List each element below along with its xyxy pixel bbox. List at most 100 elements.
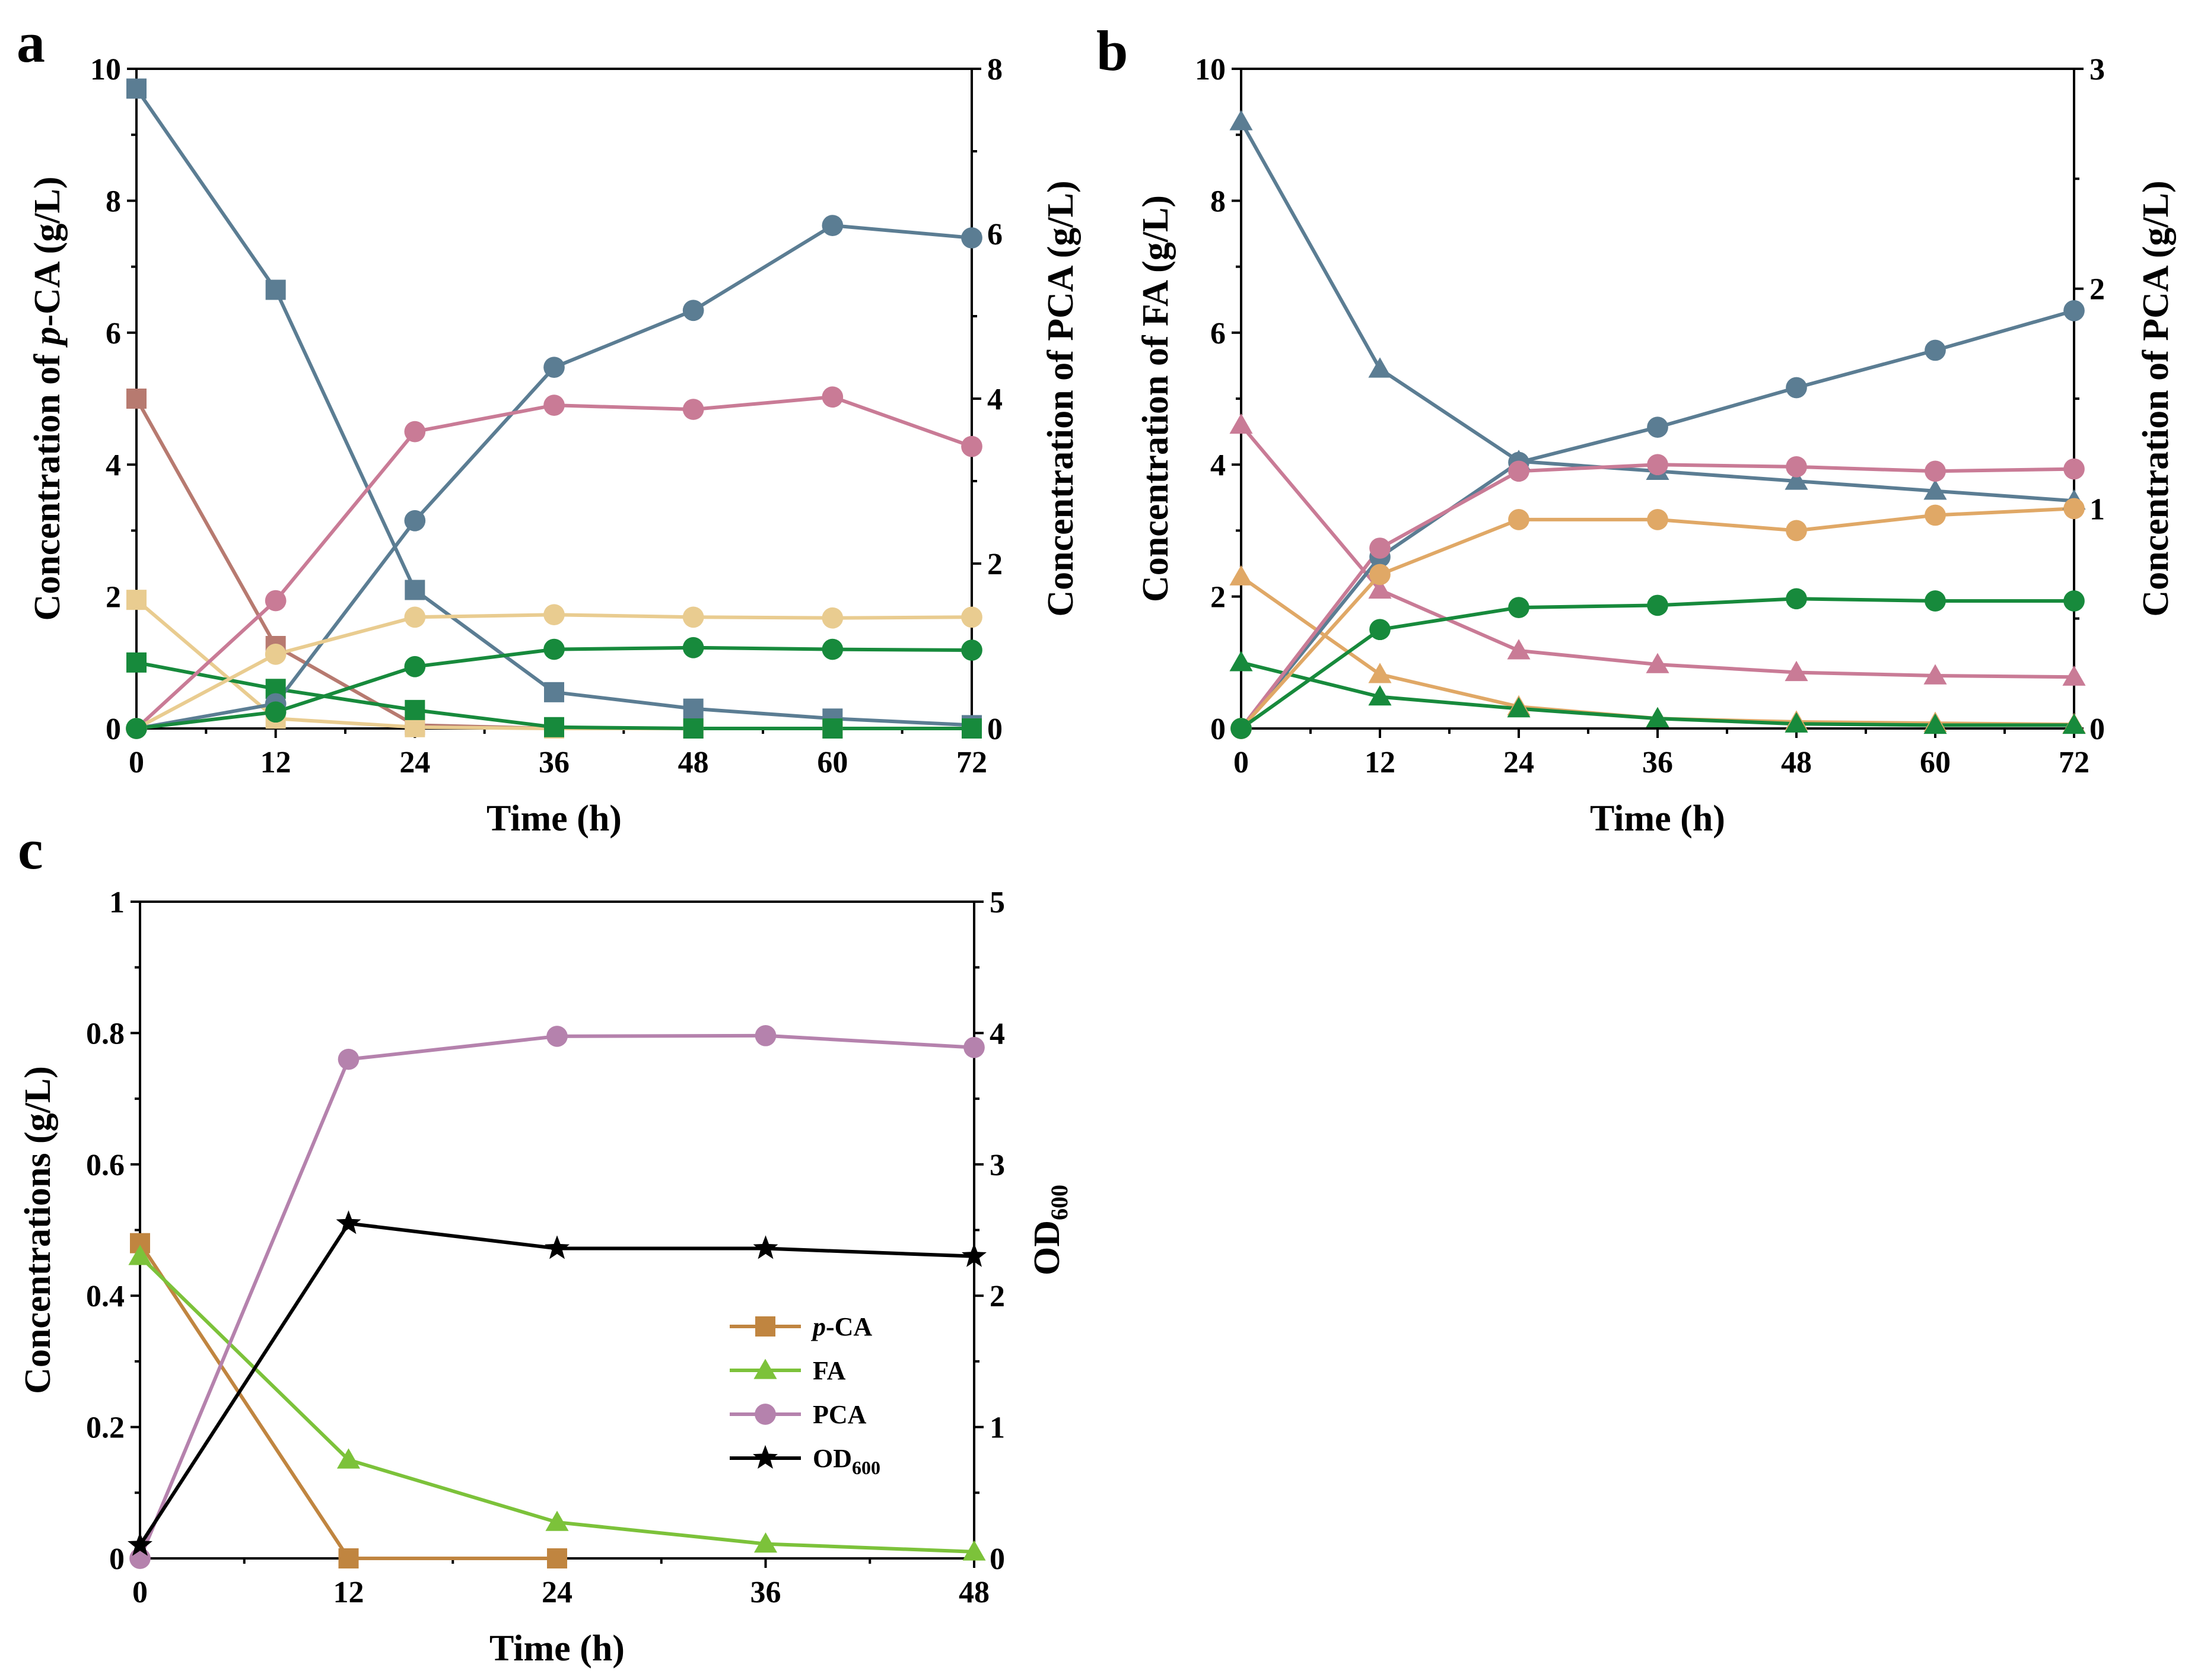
data-point bbox=[1647, 594, 1668, 616]
y-right-tick-label: 5 bbox=[990, 886, 1005, 919]
data-point bbox=[1785, 712, 1808, 733]
data-point bbox=[1368, 685, 1392, 706]
data-point bbox=[1646, 653, 1669, 673]
data-point bbox=[543, 604, 565, 626]
y-left-axis-title: Concentration of FA (g/L) bbox=[1136, 195, 1176, 602]
data-point bbox=[1229, 651, 1253, 672]
data-point bbox=[265, 701, 287, 723]
data-point bbox=[962, 1243, 987, 1267]
x-tick-label: 12 bbox=[260, 746, 291, 779]
y-right-axis-title-part: OD bbox=[1027, 1220, 1067, 1275]
legend-label-part: 600 bbox=[852, 1457, 880, 1478]
y-left-axis-title-part: -CA (g/L) bbox=[27, 176, 68, 326]
series-line bbox=[135, 397, 972, 730]
legend-marker bbox=[755, 1316, 775, 1337]
y-right-tick-label: 2 bbox=[987, 548, 1003, 581]
y-left-tick-label: 0.2 bbox=[86, 1411, 125, 1445]
data-point bbox=[1923, 664, 1947, 685]
data-point bbox=[405, 699, 425, 720]
data-point bbox=[682, 300, 704, 322]
y-right-tick-label: 6 bbox=[987, 218, 1003, 252]
data-point bbox=[544, 682, 564, 702]
y-left-tick-label: 0 bbox=[1210, 712, 1226, 746]
x-tick-label: 48 bbox=[959, 1576, 990, 1609]
data-point bbox=[822, 386, 844, 408]
data-point bbox=[2063, 590, 2085, 612]
x-tick-label: 36 bbox=[750, 1576, 781, 1609]
y-left-tick-label: 0.8 bbox=[86, 1017, 125, 1051]
x-tick-label: 24 bbox=[399, 746, 430, 779]
series-line bbox=[138, 1242, 557, 1560]
y-left-tick-label: 2 bbox=[106, 581, 121, 615]
data-point bbox=[126, 652, 147, 673]
y-left-axis-title: Concentration of p-CA (g/L) bbox=[27, 176, 68, 621]
data-point bbox=[547, 1548, 567, 1568]
data-point bbox=[1646, 707, 1669, 727]
data-point bbox=[1230, 718, 1252, 739]
x-tick-label: 12 bbox=[1365, 746, 1395, 779]
panel-letter: b bbox=[1096, 19, 1128, 82]
x-tick-label: 12 bbox=[333, 1576, 364, 1609]
data-point bbox=[961, 435, 982, 457]
data-point bbox=[1925, 590, 1946, 612]
x-tick-label: 60 bbox=[1920, 746, 1951, 779]
data-point bbox=[126, 590, 147, 610]
data-point bbox=[265, 279, 286, 300]
x-tick-label: 36 bbox=[1642, 746, 1673, 779]
x-axis-title: Time (h) bbox=[486, 798, 622, 839]
data-point bbox=[1647, 454, 1668, 476]
data-point bbox=[822, 638, 844, 660]
y-left-tick-label: 1 bbox=[109, 886, 125, 919]
data-point bbox=[1507, 639, 1531, 660]
data-point bbox=[1923, 479, 1947, 500]
x-tick-label: 24 bbox=[542, 1576, 573, 1609]
data-point bbox=[546, 1026, 568, 1047]
y-right-tick-label: 2 bbox=[2089, 273, 2105, 307]
legend-marker bbox=[753, 1358, 777, 1379]
data-point bbox=[1786, 588, 1807, 610]
y-left-tick-label: 0 bbox=[106, 712, 121, 746]
data-point bbox=[126, 389, 147, 409]
data-point bbox=[126, 718, 147, 739]
series-line bbox=[138, 1221, 975, 1547]
data-point bbox=[1925, 339, 1946, 361]
legend-label-part: OD bbox=[813, 1444, 852, 1473]
series-line bbox=[138, 1033, 975, 1560]
legend-label-part: p bbox=[810, 1312, 826, 1341]
y-right-tick-label: 0 bbox=[2089, 712, 2105, 746]
data-point bbox=[822, 718, 843, 739]
data-point bbox=[963, 1036, 985, 1058]
data-point bbox=[822, 607, 844, 629]
data-point bbox=[1925, 460, 1946, 482]
data-point bbox=[543, 357, 565, 378]
data-point bbox=[543, 394, 565, 416]
x-tick-label: 60 bbox=[817, 746, 848, 779]
data-point bbox=[1786, 377, 1807, 399]
data-point bbox=[1508, 597, 1529, 618]
y-left-axis-title-part: p bbox=[27, 327, 68, 348]
data-point bbox=[338, 1548, 359, 1568]
x-tick-label: 0 bbox=[1233, 746, 1249, 779]
data-point bbox=[1369, 619, 1391, 641]
y-left-tick-label: 0 bbox=[109, 1542, 125, 1576]
data-point bbox=[961, 227, 982, 249]
data-point bbox=[1647, 416, 1668, 438]
data-point bbox=[2062, 665, 2086, 686]
data-point bbox=[1925, 504, 1946, 526]
y-left-tick-label: 0.6 bbox=[86, 1148, 125, 1182]
legend-label: FA bbox=[813, 1356, 846, 1385]
y-left-tick-label: 4 bbox=[1210, 448, 1226, 482]
legend-label-part: PCA bbox=[813, 1400, 867, 1429]
series-line bbox=[1239, 120, 2075, 503]
x-tick-label: 0 bbox=[129, 746, 144, 779]
data-point bbox=[265, 590, 287, 612]
data-point bbox=[822, 215, 844, 236]
data-point bbox=[753, 1532, 778, 1553]
y-left-tick-label: 2 bbox=[1210, 581, 1226, 615]
data-point bbox=[962, 718, 982, 739]
data-point bbox=[265, 644, 287, 665]
legend-marker bbox=[753, 1444, 778, 1469]
y-right-tick-label: 2 bbox=[990, 1280, 1005, 1313]
